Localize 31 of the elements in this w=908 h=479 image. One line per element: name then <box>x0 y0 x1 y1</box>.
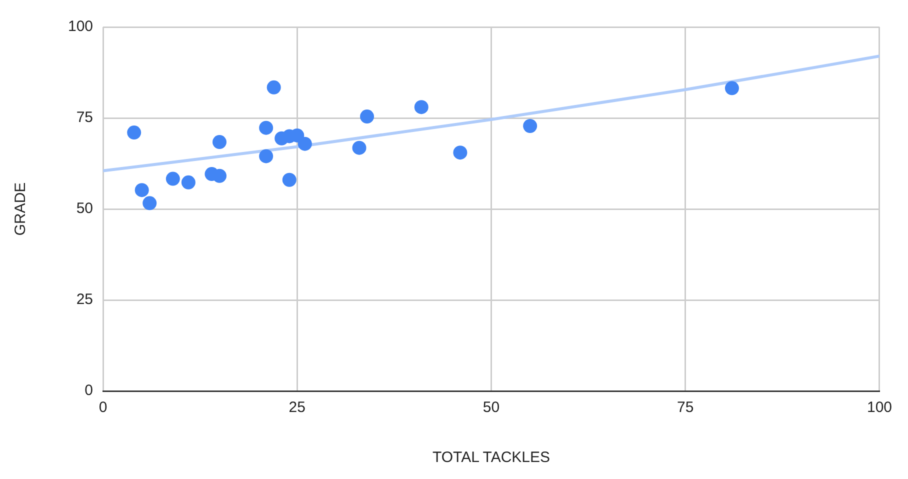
line-series <box>103 54 880 172</box>
point <box>127 126 142 140</box>
point <box>360 110 374 124</box>
point <box>166 172 180 186</box>
y-tick-label: 100 <box>68 18 94 36</box>
x-tick-label: 0 <box>98 399 108 416</box>
point <box>282 172 296 187</box>
x-tick-label: 75 <box>677 399 694 416</box>
point <box>134 183 149 198</box>
x-axis-title: TOTAL TACKLES <box>432 449 550 466</box>
y-axis-title: GRADE <box>12 182 30 236</box>
y-tick-label: 50 <box>76 200 94 218</box>
x-tick-label: 50 <box>482 399 500 416</box>
point <box>259 120 274 135</box>
point <box>414 100 428 114</box>
point <box>352 140 366 155</box>
y-tick-label: 0 <box>84 382 94 400</box>
point <box>142 196 157 210</box>
y-tick-label: 25 <box>76 291 94 308</box>
point <box>523 119 538 134</box>
y-tick-label: 75 <box>76 109 94 126</box>
point <box>724 81 739 96</box>
point <box>259 149 274 164</box>
point <box>181 175 196 190</box>
point <box>212 168 226 183</box>
point <box>298 136 312 151</box>
x-tick-label: 25 <box>288 399 306 416</box>
point <box>453 146 468 160</box>
point <box>266 80 281 94</box>
x-tick-label: 100 <box>866 399 892 416</box>
point <box>212 135 226 150</box>
